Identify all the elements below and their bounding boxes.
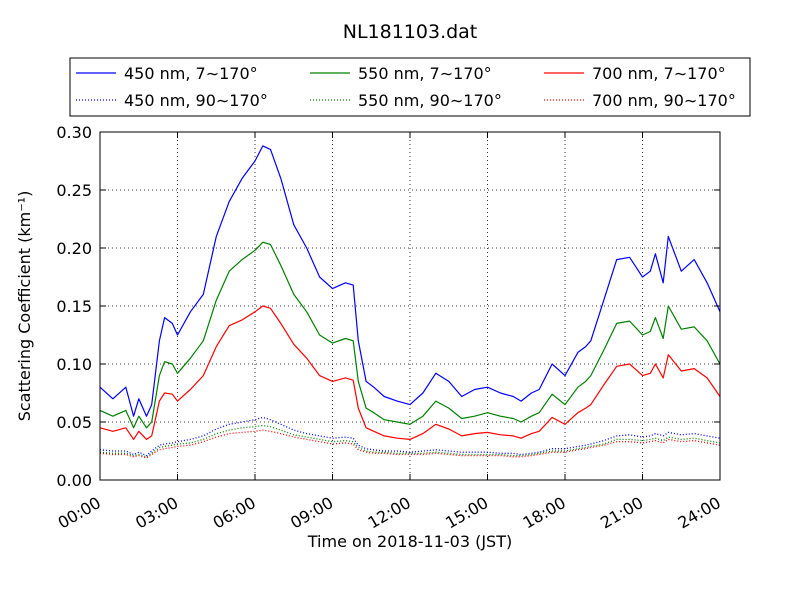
legend-items: 450 nm, 7∼170° 450 nm, 90∼170° 550 nm, 7∼1… — [76, 64, 736, 110]
y-tick-label: 0.00 — [56, 471, 92, 490]
y-tick-label: 0.25 — [56, 181, 92, 200]
y-tick-label: 0.20 — [56, 239, 92, 258]
y-tick-label: 0.15 — [56, 297, 92, 316]
legend-label: 700 nm, 7∼170° — [592, 64, 726, 83]
legend-label: 450 nm, 90∼170° — [124, 91, 268, 110]
y-tick-label: 0.30 — [56, 123, 92, 142]
axis-ticks — [99, 131, 721, 481]
y-tick-label: 0.05 — [56, 413, 92, 432]
series-line-5 — [99, 305, 721, 440]
y-axis-label: Scattering Coefficient (km⁻¹) — [15, 191, 34, 422]
series-layer — [99, 145, 721, 459]
chart-title: NL181103.dat — [343, 21, 478, 43]
legend-box — [69, 57, 751, 117]
y-tick-label: 0.10 — [56, 355, 92, 374]
series-line-1 — [99, 145, 721, 417]
legend-label: 550 nm, 90∼170° — [358, 91, 502, 110]
legend-label: 700 nm, 90∼170° — [592, 91, 736, 110]
series-line-3 — [99, 241, 721, 429]
legend-label: 550 nm, 7∼170° — [358, 64, 492, 83]
y-tick-labels: 0.00 0.05 0.10 0.15 0.20 0.25 0.30 — [56, 123, 92, 490]
legend: 450 nm, 7∼170° 450 nm, 90∼170° 550 nm, 7∼1… — [69, 57, 751, 117]
x-axis-label: Time on 2018-11-03 (JST) — [307, 532, 512, 551]
legend-label: 450 nm, 7∼170° — [124, 64, 258, 83]
series-line-6 — [99, 429, 721, 459]
series-line-4 — [99, 424, 721, 458]
grid — [100, 132, 720, 480]
